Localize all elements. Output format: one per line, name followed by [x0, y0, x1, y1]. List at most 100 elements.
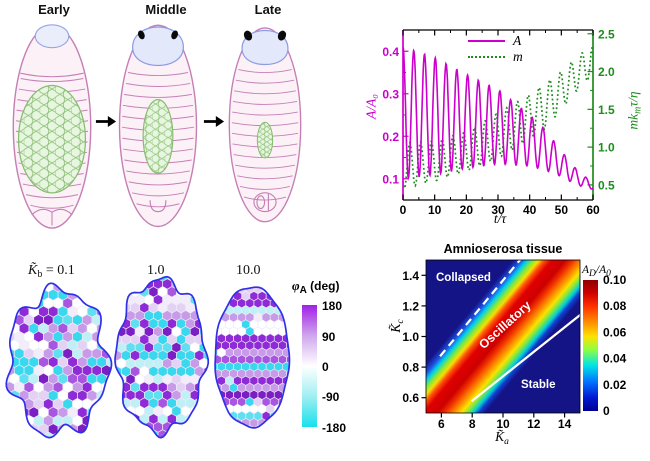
- tissue-blob-kb01: [0, 282, 113, 439]
- tissue-cell: [6, 423, 10, 436]
- head: [241, 29, 289, 66]
- tissue-cell: [258, 433, 266, 436]
- tissue-cell: [6, 398, 15, 410]
- series-m-curve: [403, 44, 593, 190]
- tissue-cell: [286, 396, 290, 407]
- tissue-cell: [266, 281, 274, 287]
- segment: [243, 196, 287, 201]
- tissue-cell: [121, 413, 131, 425]
- tissue-cell: [0, 382, 5, 393]
- tissue-cell: [176, 429, 186, 438]
- tissue-cell: [194, 276, 205, 282]
- tissue-cell: [91, 431, 102, 438]
- tissue-cell: [6, 356, 10, 368]
- left-tick-label: 0.3: [382, 87, 399, 101]
- tissue-cell: [125, 437, 136, 438]
- tissue-cell: [261, 425, 271, 428]
- phase-cb-tick: -90: [322, 390, 340, 404]
- tissue-cell: [162, 437, 173, 438]
- tissue-cell: [77, 283, 88, 284]
- tissue-cell: [250, 281, 258, 287]
- tissue-cell: [6, 314, 15, 326]
- tissue-cell: [14, 283, 25, 293]
- tissue-cell: [130, 429, 141, 438]
- tissue-cell: [210, 397, 213, 406]
- region-label-collapsed: Collapsed: [436, 272, 491, 284]
- tissue-cell: [0, 365, 5, 376]
- tissue-cell: [6, 283, 10, 284]
- stable-boundary-solid: [470, 313, 580, 403]
- tissue-cell: [291, 320, 294, 329]
- collapsed-boundary-dashed: [439, 260, 522, 357]
- tissue-cell: [185, 276, 196, 282]
- eye-spot: [277, 30, 287, 41]
- tissue-cell: [217, 281, 225, 287]
- tissue-cell: [282, 305, 290, 316]
- tissue-cell: [258, 281, 266, 287]
- tissue-cell: [217, 403, 226, 414]
- tissue-cell: [215, 396, 222, 407]
- tissue-cell: [210, 299, 213, 308]
- tissue-cell: [115, 437, 117, 438]
- segment: [239, 186, 291, 190]
- segment: [30, 204, 74, 209]
- tissue-cell: [210, 411, 213, 420]
- tissue-cell: [110, 334, 112, 345]
- tissue-cell: [278, 410, 287, 422]
- tissue-cell: [274, 281, 282, 287]
- kb-label-1: K̃b = 0.1: [28, 263, 75, 280]
- tissue-cell: [110, 366, 112, 377]
- tissue-cell: [57, 283, 68, 284]
- tissue-cell: [110, 398, 112, 409]
- tissue-cell: [237, 425, 247, 428]
- tissue-cell: [199, 294, 209, 306]
- tissue-cell: [194, 429, 205, 438]
- collar-line: [20, 72, 84, 78]
- tissue-cell: [199, 310, 209, 322]
- left-axis-label: A/A₀: [363, 94, 379, 119]
- cb-tick-label: 0.08: [603, 299, 627, 313]
- segment: [131, 192, 185, 197]
- segment: [20, 78, 84, 83]
- heat-y-tick: 1.4: [402, 269, 419, 283]
- tissue-outline: [214, 286, 291, 429]
- series-A-curve: [403, 46, 593, 190]
- x-tick-label: 0: [400, 203, 407, 217]
- arrow-icon: [203, 116, 225, 127]
- tissue-cell: [215, 389, 218, 400]
- tissue-cell: [194, 286, 205, 298]
- tissue-cell: [110, 318, 112, 329]
- embryo-early: [12, 24, 92, 229]
- tissue-cell: [115, 413, 122, 425]
- tissue-cell: [38, 283, 49, 284]
- tissue-cell: [286, 425, 290, 428]
- tissue-cell: [6, 431, 15, 438]
- tissue-cell: [6, 414, 15, 427]
- tissue-cell: [194, 413, 205, 425]
- tissue-cell: [286, 298, 290, 309]
- amnioserosa-cells: [257, 122, 273, 158]
- tissue-cell: [121, 276, 131, 282]
- tissue-cell: [199, 437, 209, 438]
- tissue-cell: [180, 278, 191, 290]
- tissue-cell: [229, 425, 238, 428]
- tissue-cell: [210, 383, 213, 392]
- stage-label-late: Late: [254, 2, 282, 17]
- tissue-cell: [199, 421, 209, 433]
- tissue-cell: [274, 291, 283, 302]
- tissue-cell: [9, 288, 20, 301]
- tissue-cell: [110, 350, 112, 361]
- x-tick-label: 10: [428, 203, 442, 217]
- tissue-cell: [82, 283, 93, 293]
- tissue-cell: [116, 310, 127, 322]
- tissue-cell: [291, 418, 294, 427]
- tissue-cell: [96, 283, 107, 284]
- tissue-cell: [215, 418, 218, 428]
- tissue-cell: [215, 287, 222, 295]
- tissue-cell: [242, 281, 250, 287]
- tissue-cell: [96, 423, 107, 436]
- tissue-cell: [278, 425, 287, 428]
- kb-label-2: 1.0: [147, 263, 165, 278]
- phase-cb-tick: 0: [322, 360, 329, 374]
